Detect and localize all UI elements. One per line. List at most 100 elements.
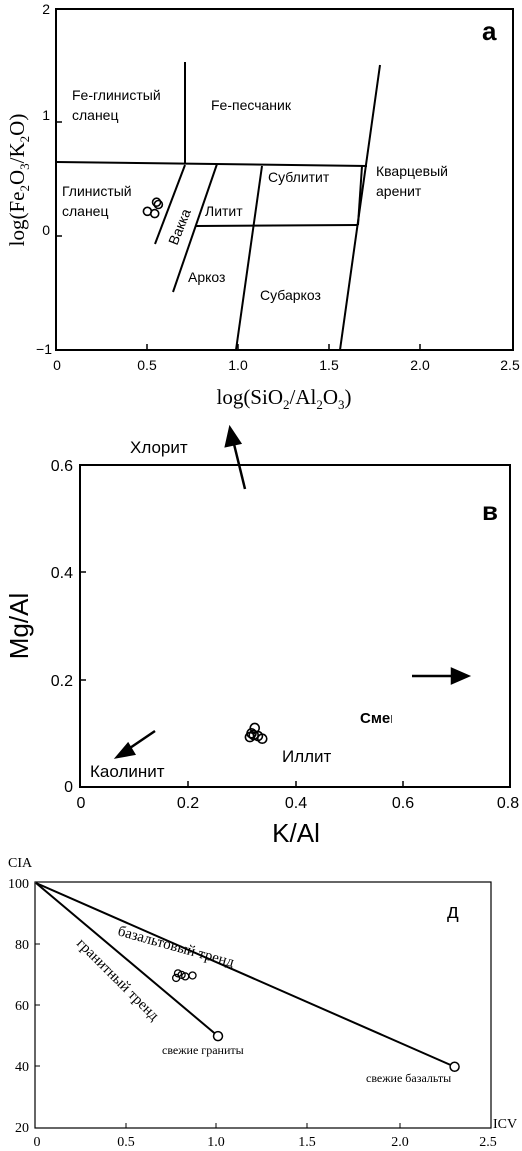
panel-b-x-axis: 0 0.2 0.4 0.6 0.8 bbox=[77, 795, 520, 812]
panel-d-y-ticks bbox=[35, 943, 40, 1067]
x-tick-label: 2.5 bbox=[479, 1135, 497, 1150]
x-tick-label: 2.5 bbox=[500, 357, 520, 373]
panel-d-x-ticks bbox=[125, 1123, 401, 1128]
field-fe-shale-line1: Fe-глинистый bbox=[72, 87, 161, 103]
x-tick-label: 0.6 bbox=[392, 795, 414, 812]
y-tick-label: 0.2 bbox=[51, 673, 73, 690]
data-point bbox=[149, 208, 160, 219]
y-tick-label: 80 bbox=[15, 938, 29, 953]
x-tick-label: 1.0 bbox=[228, 357, 248, 373]
boundary-lower-horizontal bbox=[195, 224, 359, 227]
x-tick-label: 0 bbox=[34, 1135, 41, 1150]
panel-a-boundaries bbox=[55, 62, 381, 351]
trend-label-granite: гранитный тренд bbox=[73, 936, 162, 1025]
field-shale-line1: Глинистый bbox=[62, 183, 132, 199]
y-tick-label: 20 bbox=[15, 1121, 29, 1136]
panel-d-x-title: ICV bbox=[493, 1117, 517, 1132]
field-shale-line2: сланец bbox=[62, 203, 109, 219]
panel-b-label: в bbox=[482, 496, 498, 526]
panel-a-fields: Fe-глинистый сланец Fe-песчаник Глинисты… bbox=[62, 87, 448, 303]
panel-a-frame bbox=[55, 8, 514, 351]
panel-b-frame bbox=[79, 464, 511, 788]
panel-a: а Fe-глинистый сланец Fe-песчаник Глинис… bbox=[5, 1, 520, 412]
y-tick-label: 0 bbox=[64, 779, 73, 796]
annotation-chlorite: Хлорит bbox=[130, 438, 188, 457]
panel-d-trends bbox=[35, 882, 460, 1072]
annotation-occluder bbox=[392, 688, 508, 723]
arrow-kaolinite bbox=[113, 729, 156, 759]
annotation-kaolinite: Каолинит bbox=[90, 762, 165, 781]
panel-d-label: д bbox=[447, 901, 459, 923]
x-tick-label: 0 bbox=[53, 357, 61, 373]
panel-b-x-ticks bbox=[187, 781, 404, 787]
boundary-sublitite-right bbox=[357, 165, 363, 226]
field-fe-sandstone: Fe-песчаник bbox=[211, 97, 292, 113]
y-tick-label: 40 bbox=[15, 1060, 29, 1075]
data-point bbox=[244, 731, 256, 743]
data-point bbox=[173, 969, 183, 978]
field-quartz-arenite-line2: аренит bbox=[376, 183, 422, 199]
x-tick-label: 1.0 bbox=[207, 1135, 225, 1150]
y-tick-label: −1 bbox=[36, 341, 52, 357]
data-point bbox=[151, 197, 162, 208]
arrow-right bbox=[412, 667, 472, 685]
trend-line-basalt bbox=[35, 882, 456, 1068]
boundary-arkose-left bbox=[172, 163, 218, 293]
field-litite: Литит bbox=[205, 203, 243, 219]
annotation-illite: Иллит bbox=[282, 747, 332, 766]
panel-d: д CIA ICV 100 80 60 40 20 0 0.5 1.0 1.5 … bbox=[8, 856, 517, 1150]
data-point bbox=[188, 971, 197, 980]
endmember-label-granite: свежие граниты bbox=[162, 1043, 244, 1057]
panel-a-x-title: log(SiO2/Al2O3) bbox=[216, 385, 351, 412]
x-tick-label: 0.4 bbox=[285, 795, 307, 812]
x-tick-label: 1.5 bbox=[319, 357, 339, 373]
x-tick-label: 2.0 bbox=[391, 1135, 409, 1150]
panel-a-label: а bbox=[482, 16, 497, 46]
boundary-upper-horizontal bbox=[55, 161, 368, 167]
panel-b-points bbox=[244, 722, 268, 745]
panel-b-x-title: K/Al bbox=[272, 818, 320, 848]
panel-b-y-axis: 0 0.2 0.4 0.6 bbox=[51, 458, 73, 796]
field-subarkose: Субаркоз bbox=[260, 287, 321, 303]
field-fe-shale-line2: сланец bbox=[72, 107, 119, 123]
endmember-point-granite bbox=[212, 1030, 224, 1042]
y-tick-label: 60 bbox=[15, 999, 29, 1014]
y-tick-label: 100 bbox=[8, 877, 29, 892]
panel-a-y-axis: 2 1 0 −1 bbox=[36, 1, 52, 357]
x-tick-label: 2.0 bbox=[410, 357, 430, 373]
panel-d-frame bbox=[34, 881, 492, 1129]
panel-a-x-axis: 0 0.5 1.0 1.5 2.0 2.5 bbox=[53, 357, 520, 373]
x-tick-label: 0 bbox=[77, 795, 86, 812]
boundary-sublitite-left bbox=[235, 165, 263, 351]
trend-line-granite bbox=[35, 882, 219, 1037]
y-tick-label: 1 bbox=[42, 107, 50, 123]
panel-d-y-title: CIA bbox=[8, 856, 33, 871]
panel-a-x-ticks bbox=[146, 344, 421, 350]
x-tick-label: 0.2 bbox=[177, 795, 199, 812]
panel-d-y-axis: 100 80 60 40 20 bbox=[8, 877, 29, 1136]
data-point bbox=[153, 199, 164, 210]
x-tick-label: 0.8 bbox=[497, 795, 519, 812]
panel-b-y-title: Mg/Al bbox=[4, 593, 34, 659]
y-tick-label: 2 bbox=[42, 1, 50, 17]
x-tick-label: 1.5 bbox=[298, 1135, 316, 1150]
x-tick-label: 0.5 bbox=[137, 357, 157, 373]
panel-b: в 0 0.2 0.4 0.6 0 0.2 0.4 0.6 0.8 K/Al M… bbox=[4, 424, 520, 848]
endmember-point-basalt bbox=[449, 1061, 460, 1072]
panel-d-points bbox=[171, 969, 197, 983]
panel-d-x-axis: 0 0.5 1.0 1.5 2.0 2.5 bbox=[34, 1135, 497, 1150]
panel-a-points bbox=[142, 197, 164, 219]
data-point bbox=[256, 733, 268, 745]
trend-label-basalt: базальтовый тренд bbox=[116, 923, 236, 971]
panel-a-y-title: log(Fe2O3/K2O) bbox=[5, 114, 32, 247]
panel-a-y-ticks bbox=[56, 121, 62, 237]
arrow-chlorite bbox=[224, 424, 247, 490]
endmember-label-basalt: свежие базальты bbox=[366, 1071, 451, 1085]
boundary-vakka-left bbox=[154, 164, 186, 245]
field-quartz-arenite-line1: Кварцевый bbox=[376, 163, 448, 179]
y-tick-label: 0.6 bbox=[51, 458, 73, 475]
field-arkose: Аркоз bbox=[188, 269, 225, 285]
x-tick-label: 0.5 bbox=[117, 1135, 135, 1150]
panel-b-y-ticks bbox=[80, 571, 86, 681]
